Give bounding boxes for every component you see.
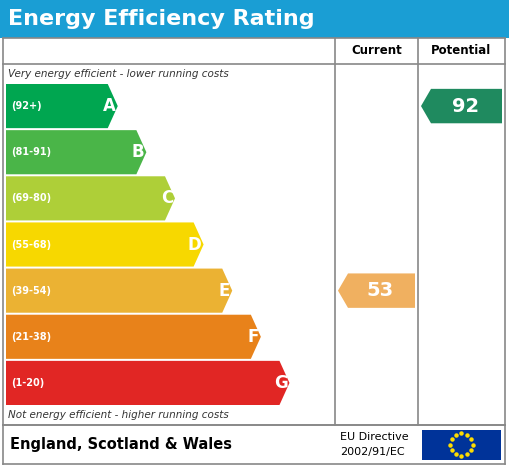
- Polygon shape: [338, 273, 415, 308]
- Bar: [0, 0, 509, 38]
- Text: Not energy efficient - higher running costs: Not energy efficient - higher running co…: [8, 410, 229, 420]
- Polygon shape: [6, 222, 204, 267]
- Text: 2002/91/EC: 2002/91/EC: [340, 446, 405, 457]
- Polygon shape: [6, 84, 118, 128]
- Polygon shape: [6, 361, 290, 405]
- Text: (69-80): (69-80): [11, 193, 51, 203]
- Text: Very energy efficient - lower running costs: Very energy efficient - lower running co…: [8, 69, 229, 79]
- Text: (55-68): (55-68): [11, 240, 51, 249]
- Text: (92+): (92+): [11, 101, 42, 111]
- Text: G: G: [274, 374, 288, 392]
- Text: Potential: Potential: [431, 44, 492, 57]
- Text: D: D: [188, 235, 202, 254]
- Polygon shape: [6, 176, 175, 220]
- Text: A: A: [103, 97, 116, 115]
- Text: Current: Current: [351, 44, 402, 57]
- Polygon shape: [6, 315, 261, 359]
- Text: (81-91): (81-91): [11, 147, 51, 157]
- Text: F: F: [247, 328, 259, 346]
- Text: Energy Efficiency Rating: Energy Efficiency Rating: [8, 9, 315, 29]
- Text: EU Directive: EU Directive: [340, 432, 409, 443]
- Text: (1-20): (1-20): [11, 378, 44, 388]
- Text: 92: 92: [452, 97, 479, 115]
- Text: England, Scotland & Wales: England, Scotland & Wales: [10, 437, 232, 452]
- Polygon shape: [6, 269, 232, 313]
- Text: (39-54): (39-54): [11, 286, 51, 296]
- Text: B: B: [132, 143, 145, 161]
- Text: C: C: [161, 189, 173, 207]
- Polygon shape: [421, 89, 502, 123]
- Text: E: E: [219, 282, 230, 300]
- Text: (21-38): (21-38): [11, 332, 51, 342]
- Bar: [422, 430, 501, 460]
- Polygon shape: [6, 130, 147, 174]
- Text: 53: 53: [367, 281, 394, 300]
